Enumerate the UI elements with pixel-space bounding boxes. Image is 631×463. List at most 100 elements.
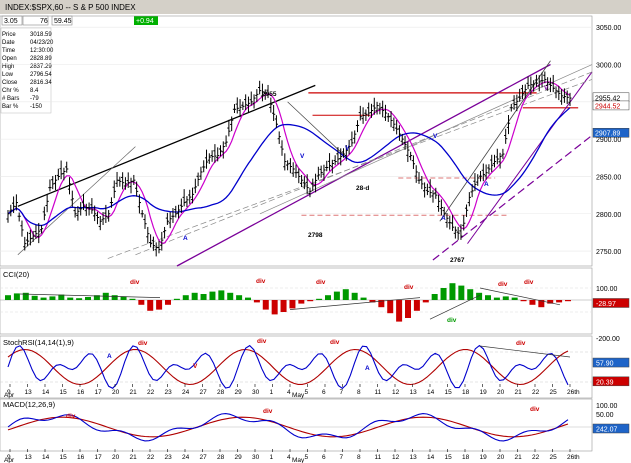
cci-div-label: div	[256, 278, 266, 285]
date-tick-label: 15	[60, 389, 68, 396]
data-window-label: Time	[2, 48, 16, 54]
date-tick-label: 26th	[567, 389, 580, 396]
cci-tick-label: 100.00	[596, 286, 618, 293]
data-window-value: 2796.54	[30, 72, 52, 78]
data-window-value: 3018.59	[30, 32, 52, 38]
date-tick-label: 24	[182, 454, 190, 461]
date-tick-label: 22	[532, 389, 540, 396]
cci-tick-label: -200.00	[596, 336, 620, 343]
date-tick-label: 14	[42, 389, 50, 396]
bottom-date-axis: 9 13 14 15 16 17 20 21 22 23 24 27 28 29 30 1 4 5 6 7 8 11 12 1…	[4, 449, 580, 463]
month-label: May	[292, 392, 305, 399]
data-window-value: 2816.34	[30, 80, 52, 86]
date-tick-label: 17	[95, 389, 103, 396]
date-tick-label: 11	[375, 389, 382, 396]
cci-div-label: div	[316, 279, 326, 286]
date-tick-label: 25	[550, 389, 558, 396]
macd-div-label: div	[530, 406, 540, 413]
stochrsi-value-label: 57.90	[596, 361, 614, 368]
date-tick-label: 21	[130, 454, 138, 461]
date-tick-label: 12	[392, 454, 400, 461]
date-tick-label: 27	[200, 454, 208, 461]
price-tick-label: 2900.00	[596, 137, 621, 144]
price-annotation: A	[484, 181, 489, 188]
price-tick-label: 2750.00	[596, 249, 621, 256]
data-window-label: Bar %	[2, 104, 19, 110]
date-tick-label: 22	[532, 454, 540, 461]
date-tick-label: 8	[357, 389, 361, 396]
date-tick-label: 27	[200, 389, 208, 396]
date-tick-label: 7	[340, 454, 344, 461]
data-window-label: # Bars	[2, 96, 19, 102]
date-tick-label: 19	[480, 389, 488, 396]
data-window-value: 2837.29	[30, 64, 52, 70]
field-b: 76	[40, 18, 48, 25]
stochrsi-annotation: A	[365, 365, 370, 372]
date-tick-label: 4	[287, 454, 291, 461]
data-window-label: Open	[2, 56, 17, 62]
stochrsi-signal-line	[7, 348, 569, 386]
stochrsi-panel: StochRSI(14,14(1),9) div div div div A V A 57.9…	[0, 335, 630, 399]
date-tick-label: 1	[270, 389, 274, 396]
stochrsi-annotation: div	[138, 340, 148, 347]
stochrsi-annotation: A	[107, 353, 112, 360]
cci-trend-line	[429, 294, 481, 320]
date-axis: 9 13 14 15 16 17 20 21 22 23 24 27 28 29 30 1 4 5 6 7 8 11 12 1…	[4, 384, 580, 399]
price-annotation: V	[544, 85, 549, 92]
data-window: Price 3018.59 Date 04/23/20 Time 12:30:00 Open…	[0, 27, 54, 114]
stoch-trend-line	[479, 345, 571, 358]
price-value-box	[592, 100, 630, 111]
stochrsi-annotation: div	[330, 339, 340, 346]
macd-title: MACD(12,26,9)	[3, 400, 56, 409]
date-tick-label: 15	[445, 389, 453, 396]
price-annotation: V	[345, 145, 350, 152]
stochrsi-value-box	[592, 357, 630, 368]
price-tick-label: 3050.00	[596, 25, 621, 32]
fan-line	[439, 60, 551, 222]
cci-value-label: -28.97	[596, 301, 616, 308]
upper-trend-line	[17, 84, 316, 207]
price-annotation: 28-d	[356, 185, 369, 192]
ma-long-line	[7, 107, 571, 227]
date-tick-label: 20	[497, 454, 505, 461]
macd-line	[7, 413, 569, 442]
stochrsi-value-box	[592, 376, 630, 387]
date-tick-label: 14	[427, 454, 435, 461]
month-label: Apr	[4, 392, 15, 399]
price-value-label: 2944.52	[595, 103, 620, 110]
date-tick-label: 14	[42, 454, 50, 461]
price-annotation: A	[183, 235, 188, 242]
ma-short-line	[7, 81, 571, 245]
date-tick-label: 4	[287, 389, 291, 396]
date-tick-label: 13	[410, 454, 418, 461]
cci-div-label: div	[524, 279, 534, 286]
price-bars	[6, 71, 572, 257]
stochrsi-annotation: V	[193, 363, 198, 370]
date-tick-label: 26th	[567, 454, 580, 461]
date-tick-label: 22	[147, 454, 155, 461]
macd-value-box	[592, 423, 630, 434]
date-tick-label: 29	[235, 389, 243, 396]
price-annotation: 2798	[308, 232, 323, 239]
data-window-label: Chr %	[2, 88, 19, 94]
month-label: Apr	[4, 457, 15, 463]
data-window-box	[0, 27, 52, 114]
price-value-box	[592, 127, 630, 138]
price-value-label: 2955.42	[595, 95, 620, 102]
header-strip: INDEX:$SPX,60 -- S & P 500 INDEX 3.05 76…	[0, 0, 631, 26]
data-window-value: 12:30:00	[30, 48, 54, 54]
date-tick-label: 6	[322, 389, 326, 396]
symbol-title: INDEX:$SPX,60 -- S & P 500 INDEX	[5, 3, 136, 12]
date-tick-label: 5	[305, 389, 309, 396]
change-badge	[134, 16, 158, 25]
date-tick-label: 21	[515, 389, 523, 396]
date-tick-label: 28	[217, 454, 225, 461]
date-tick-label: 28	[217, 389, 225, 396]
cci-div-label: div	[130, 279, 140, 286]
field-a: 3.05	[4, 18, 18, 25]
price-annotation: 2767	[450, 257, 465, 264]
cci-panel: CCI(20) div div div div div div div 100.00 -200.…	[0, 267, 630, 343]
data-window-value: -79	[30, 96, 39, 102]
